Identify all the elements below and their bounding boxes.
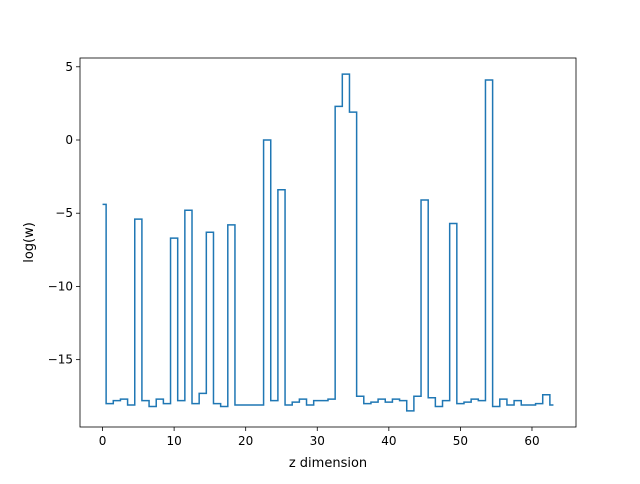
axes-frame xyxy=(79,57,577,428)
plot-area xyxy=(102,73,554,412)
x-tick-label: 30 xyxy=(310,434,325,448)
x-tick-label: 50 xyxy=(453,434,468,448)
y-tick-label: −5 xyxy=(55,206,73,220)
x-tick-label: 60 xyxy=(524,434,539,448)
x-axis: 0 10 20 30 40 50 60 xyxy=(99,427,540,448)
y-tick-label: −10 xyxy=(48,279,73,293)
x-tick-label: 20 xyxy=(238,434,253,448)
y-axis: 5 0 −5 −10 −15 xyxy=(48,60,80,367)
y-tick-label: −15 xyxy=(48,353,73,367)
y-axis-label: log(w) xyxy=(22,222,37,263)
x-tick-label: 10 xyxy=(166,434,181,448)
x-tick-label: 0 xyxy=(99,434,107,448)
y-tick-label: 5 xyxy=(65,60,73,74)
y-tick-label: 0 xyxy=(65,133,73,147)
series-line xyxy=(102,73,554,412)
x-axis-label: z dimension xyxy=(289,456,367,471)
x-tick-label: 40 xyxy=(381,434,396,448)
